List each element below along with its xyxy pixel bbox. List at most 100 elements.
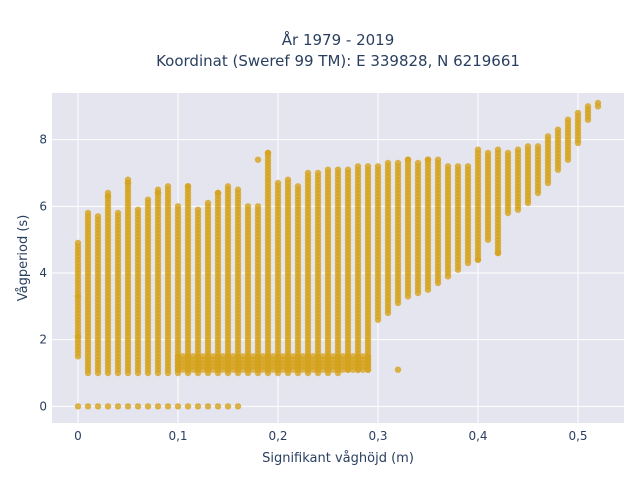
data-point [234,186,242,193]
data-point [134,403,142,410]
data-point [254,156,262,163]
data-point [344,353,352,360]
data-point [474,146,482,153]
x-tick-label: 0,5 [568,429,587,443]
data-point [294,353,302,360]
x-tick-label: 0,1 [168,429,187,443]
data-point [204,353,212,360]
data-point [259,353,267,360]
x-tick-label: 0 [74,429,82,443]
data-point [164,403,172,410]
data-point [249,353,257,360]
data-point [104,403,112,410]
y-tick-label: 6 [39,199,47,213]
data-point [309,353,317,360]
data-point [114,209,122,217]
data-point [474,256,482,263]
data-point [284,176,292,183]
data-point [314,169,322,177]
data-point [74,239,82,247]
data-point [324,166,332,173]
data-point [184,183,192,190]
data-point [339,353,347,360]
data-point [214,353,222,360]
data-point [224,183,232,190]
data-point [174,403,182,410]
data-point [84,403,92,410]
data-point [189,353,197,360]
data-point [214,403,222,410]
y-axis-title: Vågperiod (s) [16,215,31,302]
data-point [94,213,102,220]
data-point [394,366,402,373]
data-point [304,353,312,360]
data-point [344,166,352,173]
data-point [144,403,152,410]
data-point [494,249,502,257]
data-point [184,403,192,410]
data-point [254,203,262,210]
x-axis-title: Signifikant våghöjd (m) [262,451,414,466]
data-point [394,159,402,167]
data-point [354,353,362,360]
data-point [564,116,572,123]
data-point [444,163,452,170]
y-tick-label: 2 [39,333,47,347]
data-point [424,156,432,163]
data-point [279,353,287,360]
data-point [224,403,232,410]
data-point [404,156,412,163]
data-point [174,203,182,210]
data-point [164,183,172,190]
data-point [74,403,82,410]
data-point [204,403,212,410]
data-point [299,353,307,360]
data-point [254,353,262,360]
data-point [104,193,112,200]
data-point [414,159,422,167]
data-point [214,189,222,197]
data-point [364,353,372,360]
data-point [134,206,142,213]
data-point [84,209,92,217]
data-point [194,403,202,410]
data-point [494,146,502,153]
data-point [124,179,132,187]
data-point [354,163,362,170]
x-tick-label: 0,3 [368,429,387,443]
data-point [229,353,237,360]
data-point [209,353,217,360]
data-point [554,126,562,133]
data-point [524,143,532,150]
data-point [329,353,337,360]
data-point [124,403,132,410]
data-points [74,99,602,410]
data-point [364,163,372,170]
data-point [359,353,367,360]
data-point [269,353,277,360]
data-point [284,353,292,360]
data-point [234,403,242,410]
data-point [464,163,472,170]
data-point [244,353,252,360]
data-point [179,353,187,360]
data-point [434,156,442,163]
data-point [264,149,272,157]
data-point [319,353,327,360]
data-point [224,353,232,360]
data-point [264,353,272,360]
data-point [174,353,182,360]
data-point [219,353,227,360]
data-point [289,353,297,360]
data-point [384,159,392,167]
data-point [204,199,212,207]
data-point [374,163,382,170]
y-tick-label: 8 [39,133,47,147]
data-point [244,203,252,210]
data-point [334,353,342,360]
data-point [274,179,282,187]
x-tick-label: 0,2 [268,429,287,443]
data-point [349,353,357,360]
data-point [454,163,462,170]
